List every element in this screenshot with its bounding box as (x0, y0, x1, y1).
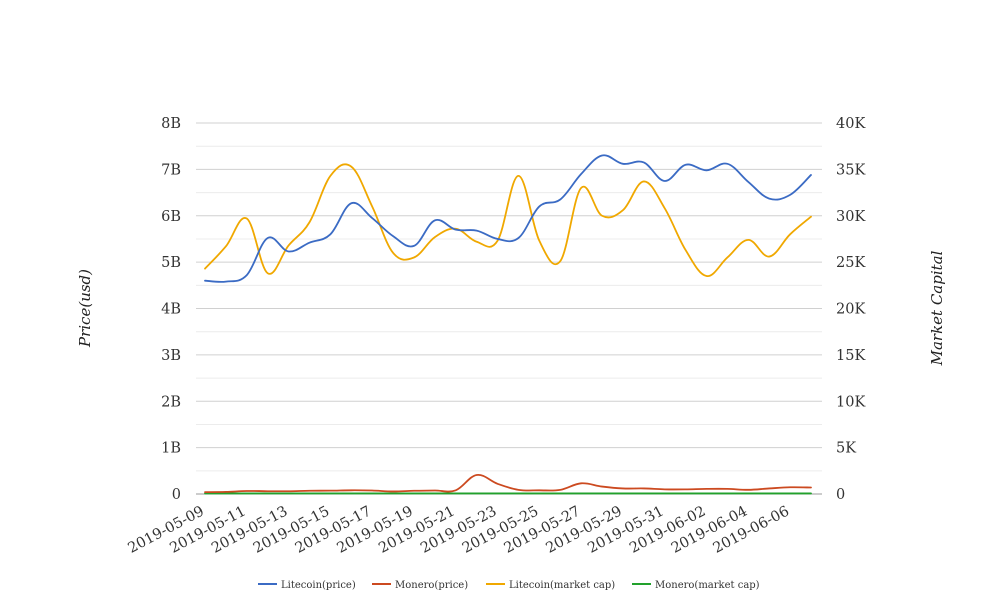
left-tick-label: 8B (161, 116, 181, 132)
legend-label-litecoin-price: Litecoin(price) (281, 580, 356, 591)
series-line-litecoin-price (204, 154, 812, 283)
right-tick-label: 10K (836, 394, 866, 410)
right-tick-label: 5K (836, 441, 857, 457)
left-tick-label: 0 (172, 487, 181, 503)
right-axis-title: Market Capital (928, 250, 946, 366)
right-tick-label: 40K (836, 116, 866, 132)
right-tick-label: 30K (836, 209, 866, 225)
right-tick-label: 35K (836, 162, 866, 178)
left-tick-label: 2B (161, 394, 181, 410)
legend: Litecoin(price) Monero(price) Litecoin(mar… (258, 580, 760, 591)
series-line-litecoin-market-cap (204, 163, 812, 277)
right-tick-label: 25K (836, 255, 866, 271)
series-lines (204, 154, 812, 495)
left-tick-label: 3B (161, 348, 181, 364)
legend-label-monero-price: Monero(price) (395, 580, 468, 591)
left-tick-label: 1B (161, 441, 181, 457)
legend-label-monero-market-cap: Monero(market cap) (655, 580, 760, 591)
left-tick-label: 4B (161, 302, 181, 318)
gridlines (196, 122, 822, 495)
left-tick-label: 7B (161, 162, 181, 178)
series-line-monero-price (204, 474, 812, 494)
x-axis-ticks: 2019-05-092019-05-112019-05-132019-05-15… (126, 503, 792, 556)
left-axis-title: Price(usd) (76, 269, 94, 348)
left-tick-label: 5B (161, 255, 181, 271)
right-tick-label: 20K (836, 302, 866, 318)
left-axis-ticks: 0 1B 2B 3B 4B 5B 6B 7B 8B (161, 116, 181, 503)
right-tick-label: 15K (836, 348, 866, 364)
right-tick-label: 0 (836, 487, 845, 503)
right-axis-ticks: 0 5K 10K 15K 20K 25K 30K 35K 40K (836, 116, 866, 503)
legend-label-litecoin-market-cap: Litecoin(market cap) (509, 580, 615, 591)
left-tick-label: 6B (161, 209, 181, 225)
